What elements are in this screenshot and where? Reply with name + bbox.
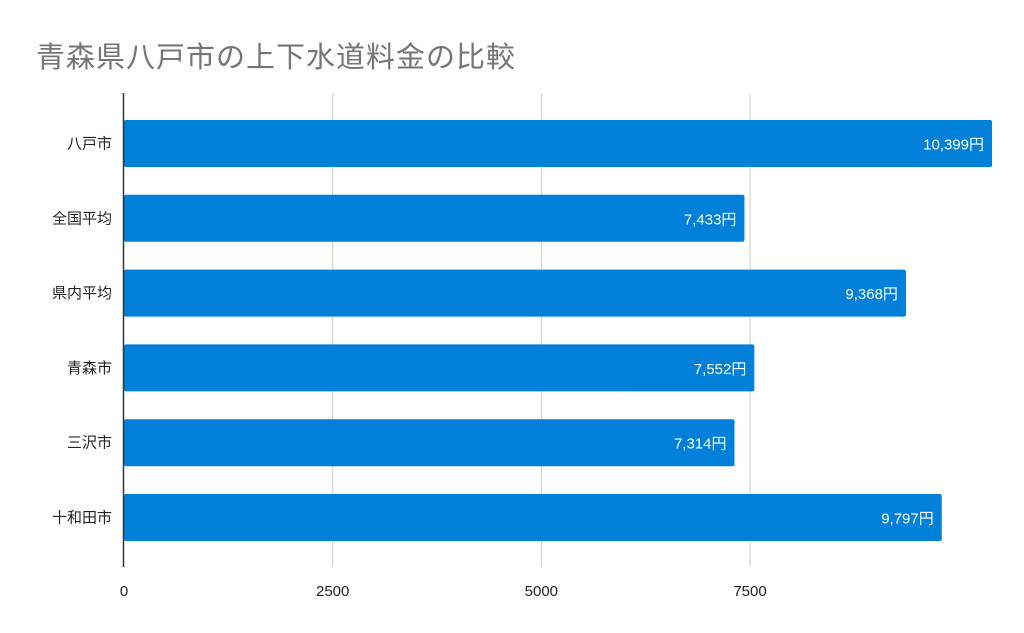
- data-label: 7,314円: [674, 436, 727, 453]
- category-label: 八戸市: [67, 135, 112, 153]
- bar: [124, 120, 992, 167]
- category-label: 青森市: [67, 359, 112, 377]
- x-tick-label: 0: [120, 583, 128, 600]
- category-label: 県内平均: [52, 284, 112, 302]
- category-label: 全国平均: [52, 209, 112, 227]
- bar: [124, 419, 735, 467]
- x-tick-label: 5000: [525, 583, 558, 600]
- x-tick-label: 7500: [733, 583, 766, 600]
- bar: [124, 269, 906, 317]
- data-label: 7,552円: [694, 361, 747, 378]
- bar: [124, 194, 745, 242]
- category-label: 十和田市: [52, 509, 112, 527]
- bar: [124, 344, 755, 392]
- x-tick-label: 2500: [316, 583, 349, 600]
- data-label: 9,368円: [845, 286, 898, 303]
- data-label: 7,433円: [684, 211, 737, 228]
- chart-title: 青森県八戸市の上下水道料金の比較: [36, 40, 517, 74]
- data-label: 10,399円: [923, 137, 984, 154]
- bar: [124, 494, 942, 541]
- category-label: 三沢市: [67, 434, 112, 452]
- data-label: 9,797円: [881, 511, 934, 528]
